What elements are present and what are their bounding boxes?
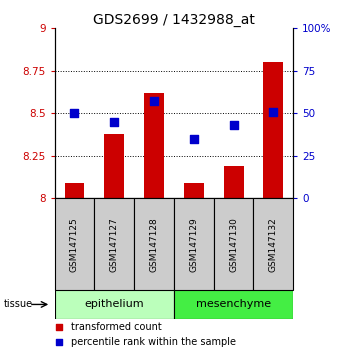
Point	[151, 98, 157, 104]
Text: transformed count: transformed count	[71, 321, 162, 332]
Bar	[253, 198, 293, 290]
Bar	[174, 198, 214, 290]
Text: mesenchyme: mesenchyme	[196, 299, 271, 309]
Text: GSM147130: GSM147130	[229, 217, 238, 272]
Bar	[134, 198, 174, 290]
Title: GDS2699 / 1432988_at: GDS2699 / 1432988_at	[93, 13, 255, 27]
Bar	[55, 290, 174, 319]
Text: GSM147125: GSM147125	[70, 217, 79, 272]
Text: epithelium: epithelium	[85, 299, 144, 309]
Point	[271, 109, 276, 114]
Bar	[64, 183, 84, 198]
Bar	[214, 198, 253, 290]
Text: GSM147132: GSM147132	[269, 217, 278, 272]
Text: GSM147127: GSM147127	[110, 217, 119, 272]
Text: percentile rank within the sample: percentile rank within the sample	[71, 337, 236, 348]
Text: GSM147128: GSM147128	[149, 217, 159, 272]
Text: tissue: tissue	[3, 299, 32, 309]
Point	[231, 122, 236, 128]
Point	[112, 119, 117, 125]
Bar	[94, 198, 134, 290]
Point	[57, 340, 62, 346]
Point	[72, 110, 77, 116]
Bar	[174, 290, 293, 319]
Bar	[264, 62, 283, 198]
Bar	[184, 183, 204, 198]
Point	[57, 324, 62, 329]
Point	[191, 136, 196, 142]
Bar	[55, 198, 94, 290]
Bar	[224, 166, 243, 198]
Bar	[144, 93, 164, 198]
Text: GSM147129: GSM147129	[189, 217, 198, 272]
Bar	[104, 134, 124, 198]
